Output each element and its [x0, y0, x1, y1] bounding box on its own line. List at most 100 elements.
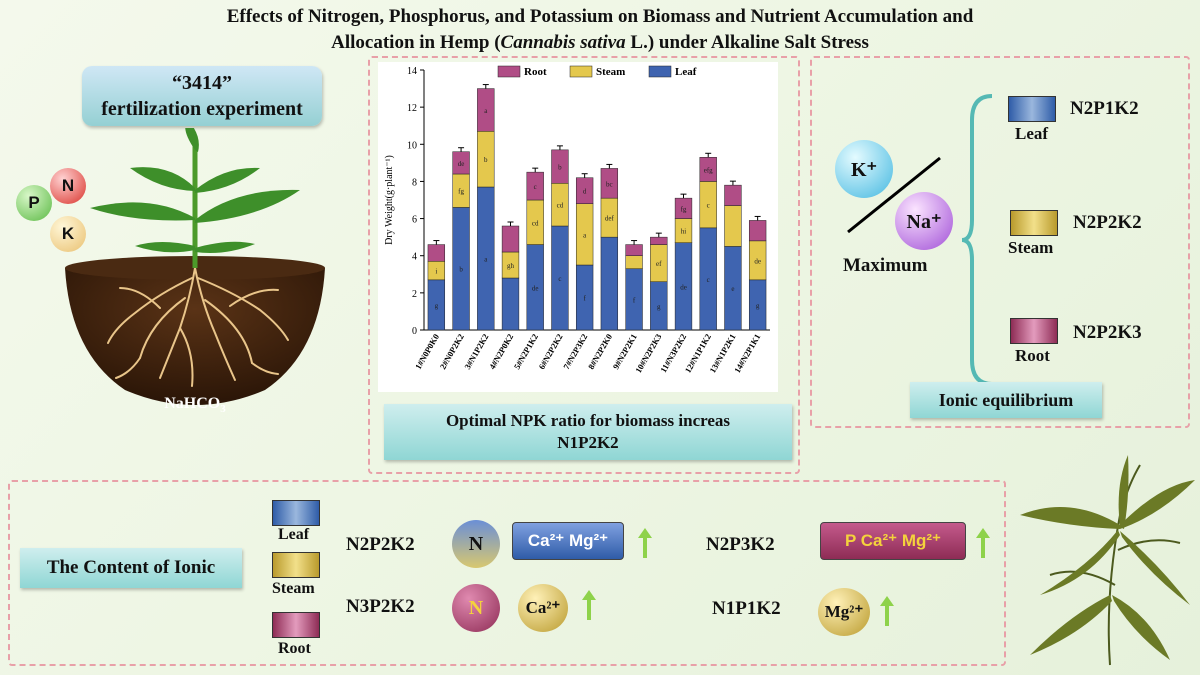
experiment-label: “3414” fertilization experiment	[82, 66, 322, 126]
steam-label: Steam	[1008, 238, 1054, 257]
x-tick-label: 8#N2P2K0	[586, 332, 614, 371]
bar-root	[625, 244, 643, 256]
bar-data-label: c	[534, 183, 537, 191]
bar-data-label: g	[657, 303, 661, 311]
legend-swatch	[497, 65, 521, 78]
bar-data-label: fg	[681, 205, 687, 213]
bar-data-label: de	[680, 283, 687, 291]
bar-data-label: b	[558, 164, 562, 172]
bottom-steam-swatch	[272, 552, 320, 578]
bar-data-label: def	[605, 215, 615, 223]
bar-data-label: e	[731, 285, 734, 293]
y-tick-label: 12	[407, 103, 417, 114]
bottom-leaf-label: Leaf	[278, 526, 310, 543]
brace	[961, 94, 993, 386]
leaves	[90, 128, 300, 253]
bar-data-label: a	[583, 231, 587, 239]
sodium-ion-ball: Na⁺	[895, 192, 953, 250]
row2-treatment: N3P2K2	[346, 596, 415, 617]
row3-ion-pill: P Ca²⁺ Mg²⁺	[820, 522, 966, 560]
row2-nitrogen-ball: N	[452, 584, 500, 632]
roots	[107, 267, 289, 387]
y-tick-label: 2	[412, 289, 417, 300]
row2-calcium-ball: Ca²⁺	[518, 584, 568, 632]
chart-panel	[368, 56, 800, 474]
row1-ion-pill: Ca²⁺ Mg²⁺	[512, 522, 624, 560]
chart-caption: Optimal NPK ratio for biomass increas N1…	[384, 404, 792, 460]
bar-data-label: i	[435, 268, 437, 276]
bottom-steam-label: Steam	[272, 580, 315, 597]
bar-data-label: d	[583, 188, 587, 196]
row4-treatment: N1P1K2	[712, 598, 781, 619]
experiment-label-line-1: “3414”	[172, 72, 232, 94]
x-tick-label: 7#N2P3K2	[561, 332, 589, 371]
legend-label: Leaf	[675, 66, 697, 78]
bar-data-label: bc	[606, 180, 613, 188]
bar-data-label: cd	[557, 202, 564, 210]
title-line-2: Allocation in Hemp (Cannabis sativa L.) …	[331, 32, 869, 53]
maximum-label: Maximum	[843, 255, 928, 276]
bar-data-label: a	[484, 256, 488, 264]
row2-up-arrow-icon	[582, 590, 596, 620]
leaf-swatch	[1008, 96, 1056, 122]
ratio-slash	[847, 156, 941, 234]
legend-label: Root	[524, 66, 547, 78]
ionic-content-title: The Content of Ionic	[20, 548, 242, 588]
bar-data-label: c	[707, 202, 710, 210]
root-treatment: N2P2K3	[1073, 322, 1142, 343]
y-axis-label: Dry Weight(g·plant⁻¹)	[384, 155, 395, 245]
bar-data-label: gh	[507, 262, 515, 270]
row1-nitrogen-ball: N	[452, 520, 500, 568]
bar-data-label: cd	[532, 219, 539, 227]
row4-magnesium-ball: Mg²⁺	[818, 588, 870, 636]
bar-data-label: de	[754, 257, 761, 265]
y-tick-label: 10	[407, 140, 417, 151]
x-tick-label: 2#N0P2K2	[438, 332, 466, 371]
biomass-chart: 0 2 4 6 8 10 12 14 Dry Weight(g·plant⁻¹) g i 1#N0P0…	[378, 62, 778, 392]
row1-treatment: N2P2K2	[346, 534, 415, 555]
y-tick-label: 14	[407, 66, 417, 77]
x-tick-label: 6#N2P2K2	[536, 332, 564, 371]
leaf-treatment: N2P1K2	[1070, 98, 1139, 119]
bar-data-label: b	[459, 266, 463, 274]
bar-leaf	[501, 277, 520, 331]
y-tick-label: 0	[412, 326, 417, 337]
ionic-equilibrium-caption: Ionic equilibrium	[910, 382, 1102, 418]
row4-up-arrow-icon	[880, 596, 894, 626]
bar-data-label: hi	[681, 228, 687, 236]
x-tick-label: 3#N1P2K2	[462, 332, 490, 371]
bottom-leaf-swatch	[272, 500, 320, 526]
bar-steam	[625, 255, 643, 269]
leaf-label: Leaf	[1015, 124, 1049, 143]
steam-treatment: N2P2K2	[1073, 212, 1142, 233]
soil-label: NaHCO3	[164, 395, 226, 415]
x-tick-label: 1#N0P0K0	[413, 332, 441, 371]
ionic-content-panel	[8, 480, 1006, 666]
bar-root	[501, 225, 520, 253]
nitrogen-ball: N	[50, 168, 86, 204]
experiment-label-line-2: fertilization experiment	[101, 98, 303, 120]
bar-steam	[724, 205, 742, 247]
bar-data-label: b	[484, 156, 488, 164]
ionic-panel	[810, 56, 1190, 428]
x-tick-label: 4#N2P0K2	[487, 332, 515, 371]
legend-swatch	[648, 65, 672, 78]
potassium-ion-ball: K⁺	[835, 140, 893, 198]
potassium-ball: K	[50, 216, 86, 252]
chart-caption-line-1: Optimal NPK ratio for biomass increas	[445, 411, 731, 430]
root-label: Root	[1015, 346, 1050, 365]
bar-data-label: de	[532, 284, 539, 292]
bar-data-label: ef	[656, 260, 662, 268]
steam-swatch	[1010, 210, 1058, 236]
y-tick-label: 8	[412, 177, 417, 188]
title-line-1: Effects of Nitrogen, Phosphorus, and Pot…	[226, 6, 974, 27]
x-tick-label: 5#N2P1K2	[512, 332, 540, 371]
bar-data-label: f	[583, 295, 586, 303]
bar-leaf	[600, 236, 619, 331]
legend-label: Steam	[596, 66, 625, 78]
bar-data-label: a	[484, 107, 488, 115]
bar-root	[575, 177, 594, 204]
bottom-root-label: Root	[278, 640, 311, 657]
bar-root	[551, 149, 569, 184]
root-swatch	[1010, 318, 1058, 344]
